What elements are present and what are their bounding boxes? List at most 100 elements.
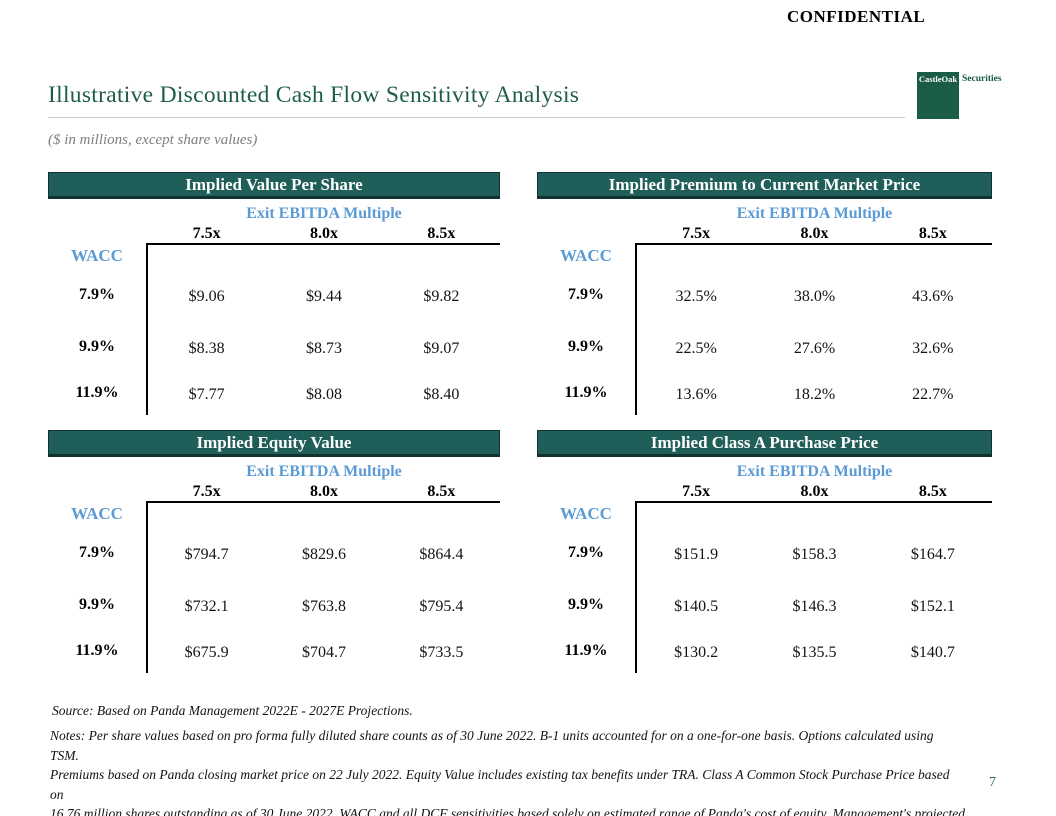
- table-subheader: Exit EBITDA Multiple: [246, 463, 402, 480]
- row-label: 9.9%: [568, 338, 604, 355]
- notes-line: Notes: Per share values based on pro for…: [50, 728, 934, 763]
- column-header-row: 7.5x 8.0x 8.5x: [148, 224, 500, 243]
- table-row: $8.38 $8.73 $9.07: [148, 323, 500, 375]
- table-cell: $733.5: [419, 644, 464, 661]
- table-title-bar: Implied Equity Value: [48, 430, 500, 457]
- table-row: $7.77 $8.08 $8.40: [148, 375, 500, 415]
- table-row: $151.9 $158.3 $164.7: [637, 529, 992, 581]
- column-header: 8.5x: [427, 225, 456, 242]
- table-body: WACC 7.9% 9.9% 11.9% $794.7 $829.6 $864.…: [48, 501, 500, 673]
- row-label-column: WACC 7.9% 9.9% 11.9%: [48, 501, 146, 673]
- table-cell: 18.2%: [793, 386, 836, 403]
- table-cell: $140.5: [674, 598, 719, 615]
- table-implied-class-a-purchase-price: Implied Class A Purchase Price Exit EBIT…: [537, 430, 992, 673]
- table-cell: $7.77: [188, 386, 225, 403]
- table-implied-premium-to-current-market-price: Implied Premium to Current Market Price …: [537, 172, 992, 415]
- table-cell: 38.0%: [793, 288, 836, 305]
- row-label: 7.9%: [79, 544, 115, 561]
- table-cell: 43.6%: [912, 288, 954, 305]
- notes-line: 16.76 million shares outstanding as of 3…: [50, 806, 965, 816]
- table-title-bar: Implied Premium to Current Market Price: [537, 172, 992, 199]
- column-header: 8.0x: [800, 483, 829, 500]
- table-subheader: Exit EBITDA Multiple: [736, 205, 893, 222]
- page-number: 7: [989, 775, 996, 790]
- confidential-label: CONFIDENTIAL: [787, 7, 926, 26]
- table-cell: $704.7: [301, 644, 346, 661]
- page-subtitle: ($ in millions, except share values): [48, 132, 258, 148]
- table-cell: $794.7: [184, 546, 229, 563]
- row-label: 9.9%: [568, 596, 604, 613]
- wacc-label: WACC: [71, 246, 123, 265]
- table-cell: $9.44: [305, 288, 342, 305]
- table-cell: $152.1: [910, 598, 955, 615]
- row-label: 11.9%: [564, 642, 608, 659]
- table-row: $732.1 $763.8 $795.4: [148, 581, 500, 633]
- column-header: 7.5x: [682, 483, 711, 500]
- table-cell: $8.38: [188, 340, 225, 357]
- column-header: 8.5x: [918, 225, 947, 242]
- company-logo: CastleOak Securities: [917, 72, 1017, 120]
- table-cell: $140.7: [910, 644, 955, 661]
- row-label: 11.9%: [75, 384, 119, 401]
- column-header: 8.0x: [800, 225, 829, 242]
- table-cell: $130.2: [674, 644, 719, 661]
- table-cell: 27.6%: [793, 340, 836, 357]
- table-cell: 22.7%: [912, 386, 954, 403]
- table-cell: $146.3: [792, 598, 837, 615]
- table-cell: $158.3: [792, 546, 837, 563]
- column-header: 8.5x: [918, 483, 947, 500]
- notes-text: Notes: Per share values based on pro for…: [50, 726, 965, 816]
- table-cell: $8.08: [305, 386, 342, 403]
- table-row: 22.5% 27.6% 32.6%: [637, 323, 992, 375]
- table-cell: $9.06: [188, 288, 225, 305]
- row-label-column: WACC 7.9% 9.9% 11.9%: [537, 243, 635, 415]
- row-label: 7.9%: [79, 286, 115, 303]
- logo-suffix: Securities: [962, 74, 1002, 84]
- table-cell: $795.4: [419, 598, 464, 615]
- table-row: $675.9 $704.7 $733.5: [148, 633, 500, 673]
- table-data-region: $9.06 $9.44 $9.82 $8.38 $8.73 $9.07 $7.7…: [146, 243, 500, 415]
- table-cell: $732.1: [184, 598, 229, 615]
- table-data-region: $794.7 $829.6 $864.4 $732.1 $763.8 $795.…: [146, 501, 500, 673]
- row-label: 7.9%: [568, 544, 604, 561]
- table-cell: 32.6%: [912, 340, 954, 357]
- table-body: WACC 7.9% 9.9% 11.9% $9.06 $9.44 $9.82 $…: [48, 243, 500, 415]
- table-title-bar: Implied Value Per Share: [48, 172, 500, 199]
- table-cell: $675.9: [184, 644, 229, 661]
- table-cell: $8.40: [423, 386, 460, 403]
- table-title-bar: Implied Class A Purchase Price: [537, 430, 992, 457]
- table-cell: 13.6%: [675, 386, 717, 403]
- column-header: 8.5x: [427, 483, 456, 500]
- column-header: 8.0x: [309, 225, 338, 242]
- table-row: $130.2 $135.5 $140.7: [637, 633, 992, 673]
- column-header-row: 7.5x 8.0x 8.5x: [148, 482, 500, 501]
- page-title: Illustrative Discounted Cash Flow Sensit…: [48, 82, 580, 108]
- table-implied-equity-value: Implied Equity Value Exit EBITDA Multipl…: [48, 430, 500, 673]
- table-cell: 32.5%: [675, 288, 717, 305]
- table-row: $794.7 $829.6 $864.4: [148, 529, 500, 581]
- wacc-label: WACC: [560, 504, 612, 523]
- column-header: 7.5x: [682, 225, 711, 242]
- table-cell: $763.8: [301, 598, 346, 615]
- table-subheader: Exit EBITDA Multiple: [736, 463, 893, 480]
- table-body: WACC 7.9% 9.9% 11.9% $151.9 $158.3 $164.…: [537, 501, 992, 673]
- row-label: 11.9%: [564, 384, 608, 401]
- table-cell: $135.5: [792, 644, 837, 661]
- table-cell: $9.82: [423, 288, 460, 305]
- wacc-label: WACC: [71, 504, 123, 523]
- table-cell: $864.4: [419, 546, 464, 563]
- table-row: 13.6% 18.2% 22.7%: [637, 375, 992, 415]
- source-note: Source: Based on Panda Management 2022E …: [52, 703, 413, 718]
- table-cell: 22.5%: [675, 340, 717, 357]
- table-cell: $151.9: [674, 546, 719, 563]
- table-cell: $8.73: [305, 340, 342, 357]
- table-row: 32.5% 38.0% 43.6%: [637, 271, 992, 323]
- row-label: 9.9%: [79, 338, 115, 355]
- column-header-row: 7.5x 8.0x 8.5x: [637, 224, 992, 243]
- column-header: 8.0x: [309, 483, 338, 500]
- row-label: 7.9%: [568, 286, 604, 303]
- table-cell: $9.07: [423, 340, 460, 357]
- notes-line: Premiums based on Panda closing market p…: [50, 767, 950, 802]
- table-row: $140.5 $146.3 $152.1: [637, 581, 992, 633]
